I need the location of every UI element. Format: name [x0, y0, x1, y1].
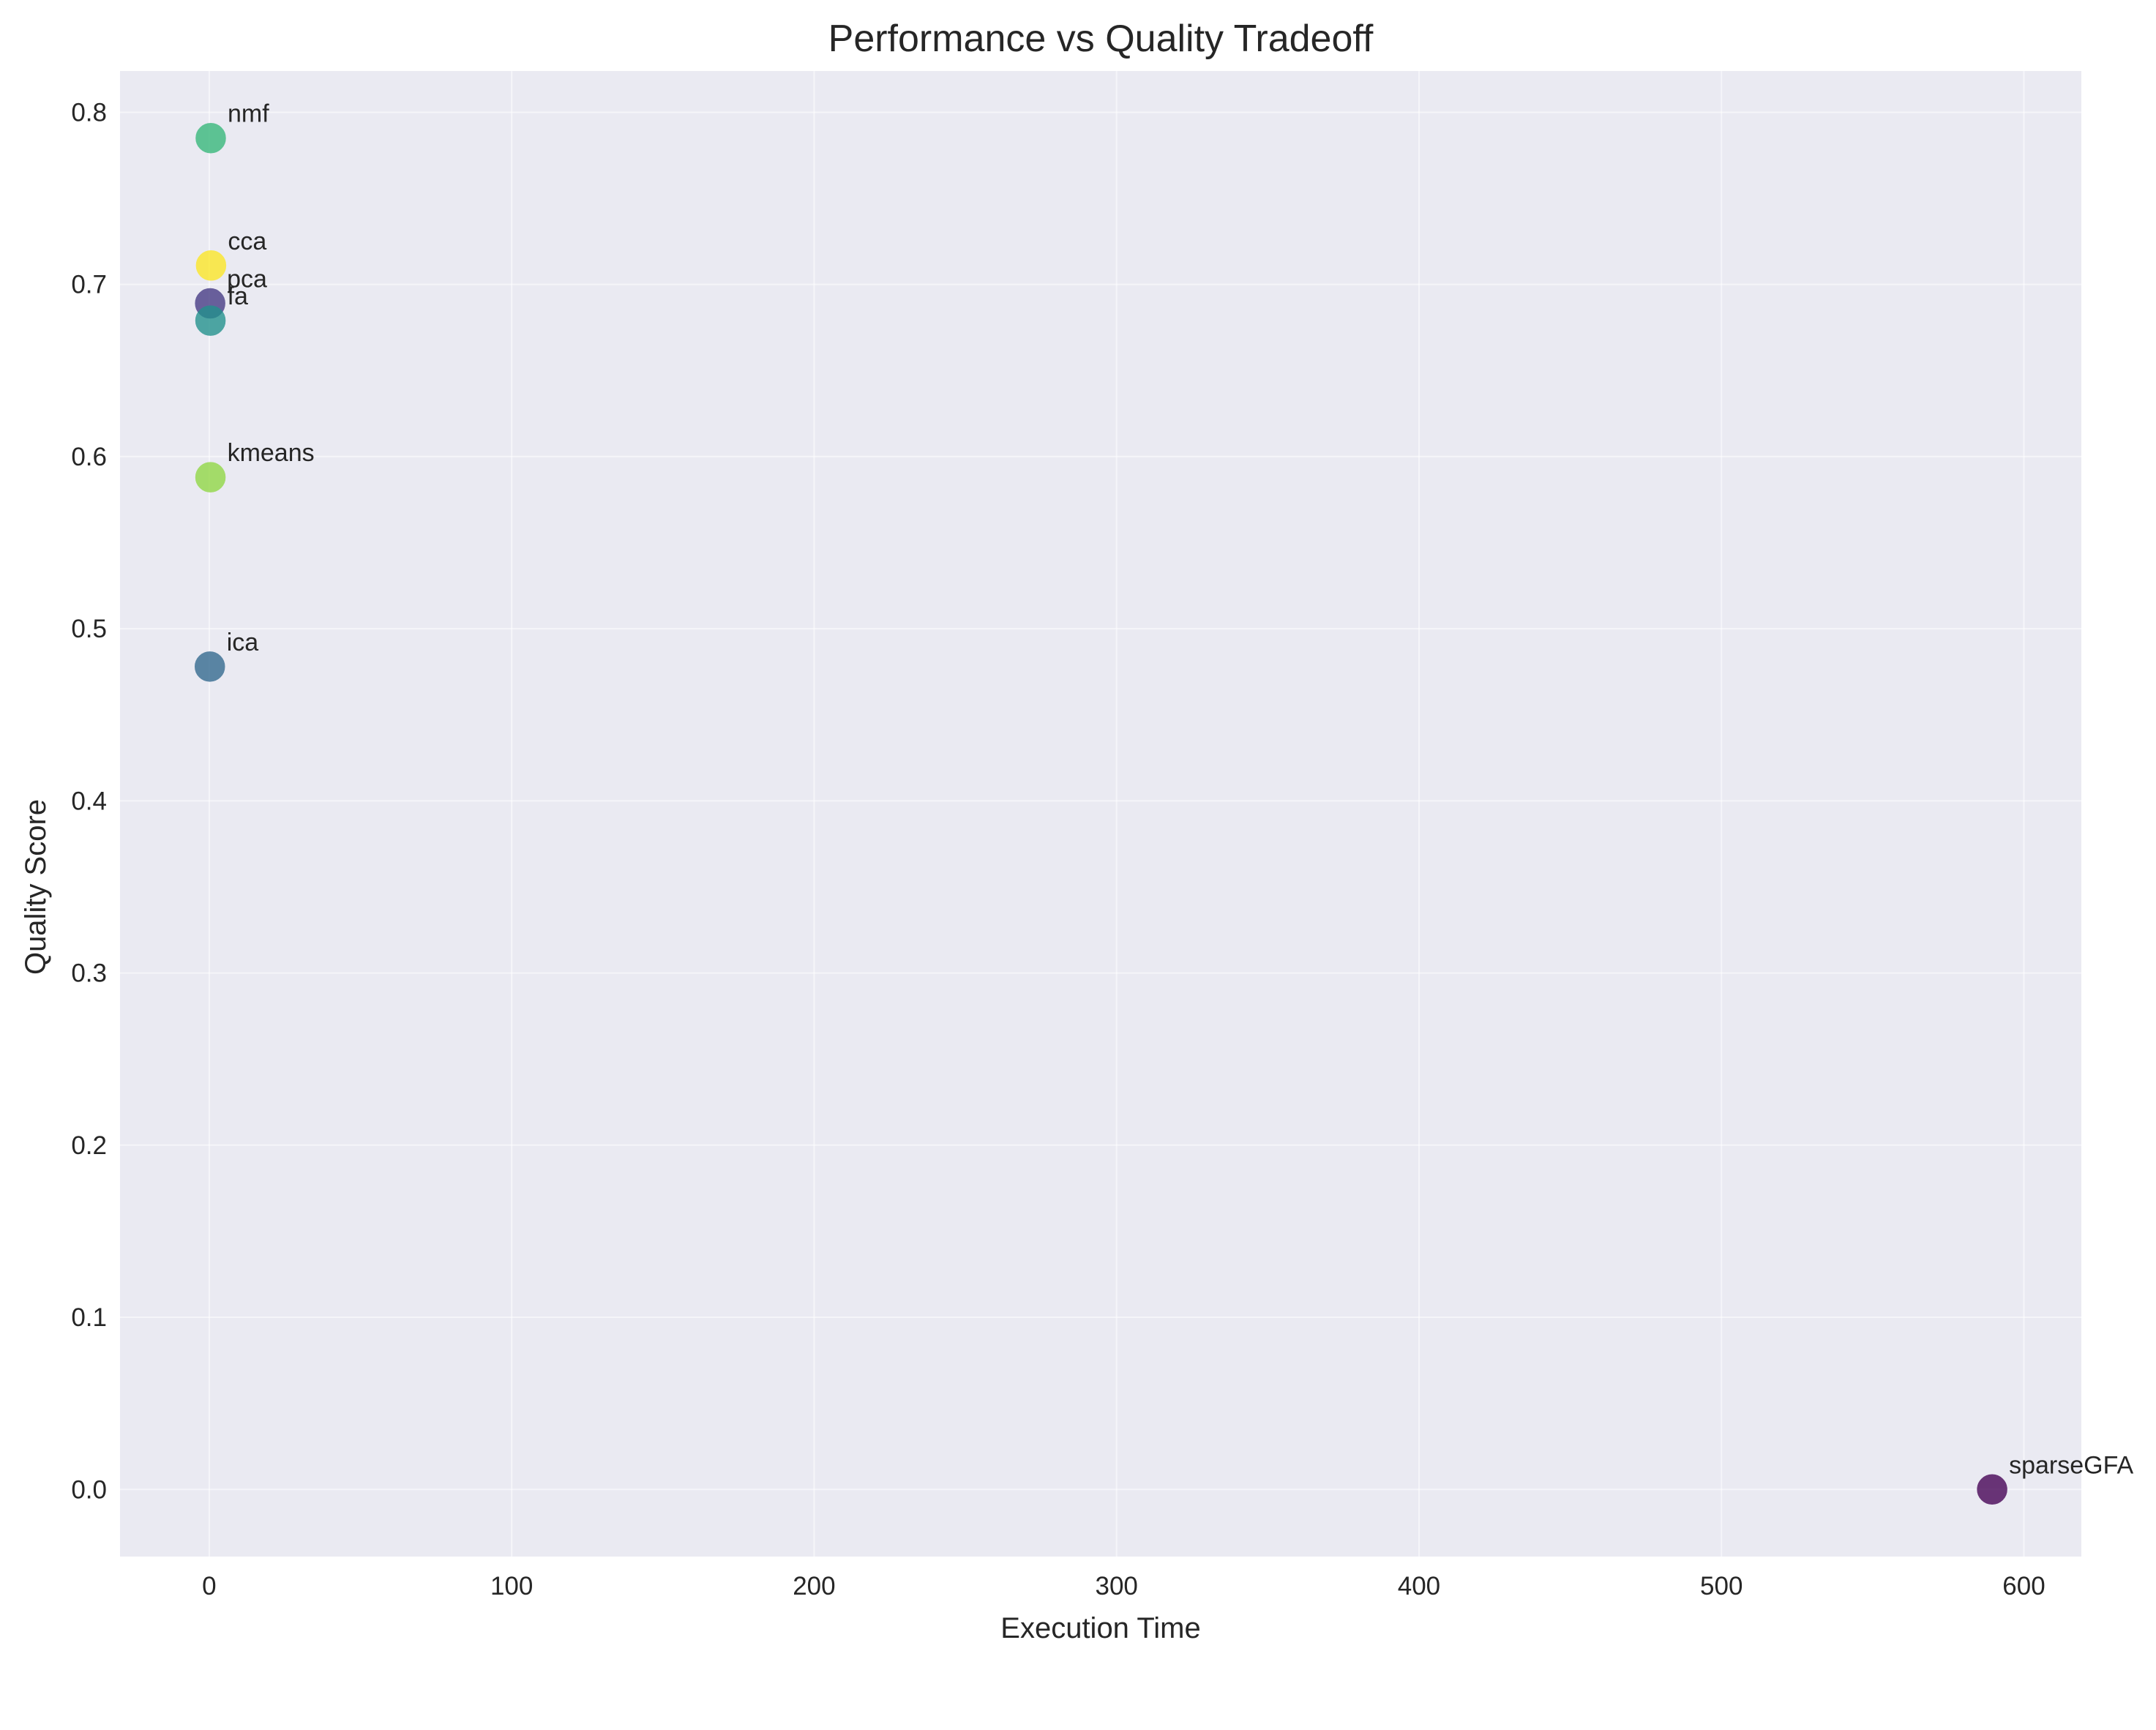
x-tick-label: 0	[202, 1572, 216, 1600]
x-tick-label: 200	[793, 1572, 835, 1600]
x-tick-label: 300	[1095, 1572, 1137, 1600]
y-tick-label: 0.8	[71, 98, 107, 127]
y-tick-label: 0.6	[71, 443, 107, 471]
point-label-cca: cca	[228, 228, 266, 255]
point-label-nmf: nmf	[228, 100, 269, 128]
scatter-point-sparsegfa	[1977, 1474, 2007, 1505]
scatter-point-ica	[194, 651, 225, 682]
chart-title: Performance vs Quality Tradeoff	[828, 18, 1374, 60]
grid-lines	[120, 71, 2081, 1557]
axis-ticks: 0 100 200 300 400 500 600 0.0 0.1 0.2 0.3 0.4 0.5 0.6…	[71, 98, 2045, 1600]
y-tick-label: 0.1	[71, 1303, 107, 1332]
scatter-point-fa	[195, 305, 226, 336]
y-tick-label: 0.2	[71, 1131, 107, 1160]
x-tick-label: 500	[1700, 1572, 1743, 1600]
scatter-point-cca	[195, 250, 227, 281]
point-labels: sparseGFA pca ica fa nmf kmeans cca	[227, 100, 2134, 1480]
x-tick-label: 100	[490, 1572, 533, 1600]
x-tick-label: 400	[1398, 1572, 1440, 1600]
data-points	[194, 122, 2007, 1505]
point-label-pca: pca	[227, 266, 267, 293]
y-tick-label: 0.3	[71, 959, 107, 988]
y-tick-label: 0.4	[71, 787, 107, 815]
point-label-ica: ica	[227, 629, 259, 656]
y-axis-label: Quality Score	[20, 799, 52, 975]
scatter-point-nmf	[195, 122, 226, 154]
point-label-kmeans: kmeans	[228, 439, 315, 467]
plot-area	[120, 71, 2081, 1557]
x-axis-label: Execution Time	[1000, 1612, 1200, 1644]
point-label-sparsegfa: sparseGFA	[2009, 1451, 2133, 1479]
y-tick-label: 0.7	[71, 271, 107, 299]
y-tick-label: 0.5	[71, 615, 107, 643]
point-label-fa: fa	[228, 282, 248, 310]
x-tick-label: 600	[2002, 1572, 2045, 1600]
scatter-point-kmeans	[195, 462, 226, 493]
y-tick-label: 0.0	[71, 1475, 107, 1504]
